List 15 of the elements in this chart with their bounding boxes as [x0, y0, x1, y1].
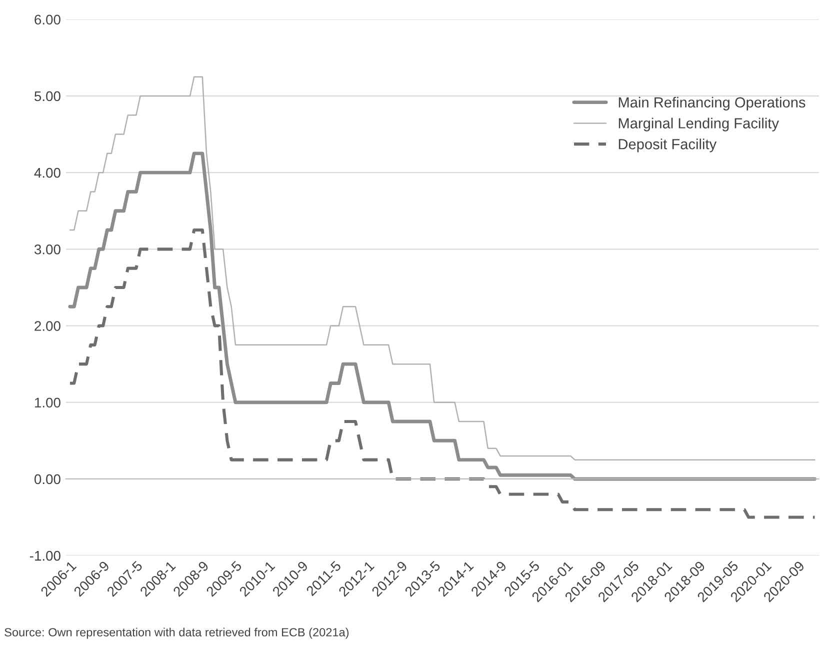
y-tick-label: 2.00	[34, 321, 60, 331]
line-series	[68, 228, 816, 519]
y-tick-label: -1.00	[30, 550, 60, 561]
line-series	[69, 76, 816, 460]
legend-label: Main Refinancing Operations	[618, 96, 806, 110]
legend-label: Marginal Lending Facility	[618, 118, 779, 132]
y-tick-label: 0.00	[34, 474, 60, 484]
y-tick-label: 3.00	[34, 244, 60, 254]
y-tick-label: 4.00	[34, 168, 60, 178]
source-note: Source: Own representation with data retrieved from ECB (2021a)	[4, 628, 349, 639]
y-tick-label: 1.00	[35, 398, 60, 408]
legend-label: Deposit Facility	[618, 138, 717, 152]
y-tick-label: 5.00	[34, 91, 60, 102]
line-series	[68, 152, 816, 481]
y-tick-label: 6.00	[34, 14, 60, 25]
